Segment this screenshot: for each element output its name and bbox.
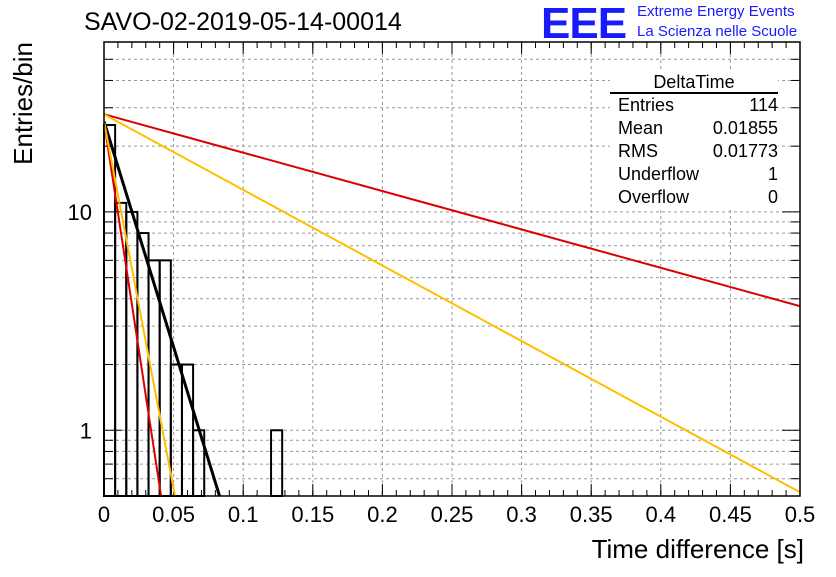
x-tick-label: 0.05 <box>152 502 195 527</box>
x-tick-label: 0.15 <box>291 502 334 527</box>
stats-key: Underflow <box>618 164 700 184</box>
stats-key: Mean <box>618 118 664 138</box>
y-tick-label: 10 <box>68 200 92 225</box>
stats-value: 1 <box>767 164 778 184</box>
stats-box: DeltaTime Entries 114 Mean 0.01855 RMS 0… <box>610 72 778 210</box>
stats-key: RMS <box>618 141 658 161</box>
x-tick-label: 0.45 <box>709 502 752 527</box>
fit-line <box>104 120 221 496</box>
x-tick-label: 0.25 <box>431 502 474 527</box>
logo-line-la-scienza: La Scienza nelle Scuole <box>637 23 798 40</box>
stats-key: Entries <box>618 95 675 115</box>
fit-line <box>104 113 800 494</box>
y-tick-label: 1 <box>80 418 92 443</box>
fit-line <box>104 121 176 496</box>
x-axis-label: Time difference [s] <box>591 534 804 564</box>
plot-frame <box>103 41 801 497</box>
x-tick-label: 0.3 <box>506 502 537 527</box>
x-tick-label: 0.1 <box>228 502 259 527</box>
fit-line <box>104 121 163 496</box>
stats-key: Overflow <box>618 187 690 207</box>
stats-value: 114 <box>749 95 778 115</box>
stats-title: DeltaTime <box>610 72 778 94</box>
x-tick-label: 0.35 <box>570 502 613 527</box>
stats-value: 0 <box>767 187 778 207</box>
x-tick-label: 0.4 <box>646 502 677 527</box>
x-tick-label: 0.2 <box>367 502 398 527</box>
logo-line-extreme-energy-events: Extreme Energy Events <box>637 3 795 20</box>
eee-logo: EEE <box>541 0 627 48</box>
y-axis-label: Entries/bin <box>8 42 38 165</box>
stats-value: 0.01855 <box>712 118 778 138</box>
run-title: SAVO-02-2019-05-14-00014 <box>84 8 402 36</box>
x-tick-label: 0.5 <box>785 502 816 527</box>
x-tick-label: 0 <box>98 502 110 527</box>
stats-value: 0.01773 <box>712 141 778 161</box>
fit-line <box>104 113 800 308</box>
